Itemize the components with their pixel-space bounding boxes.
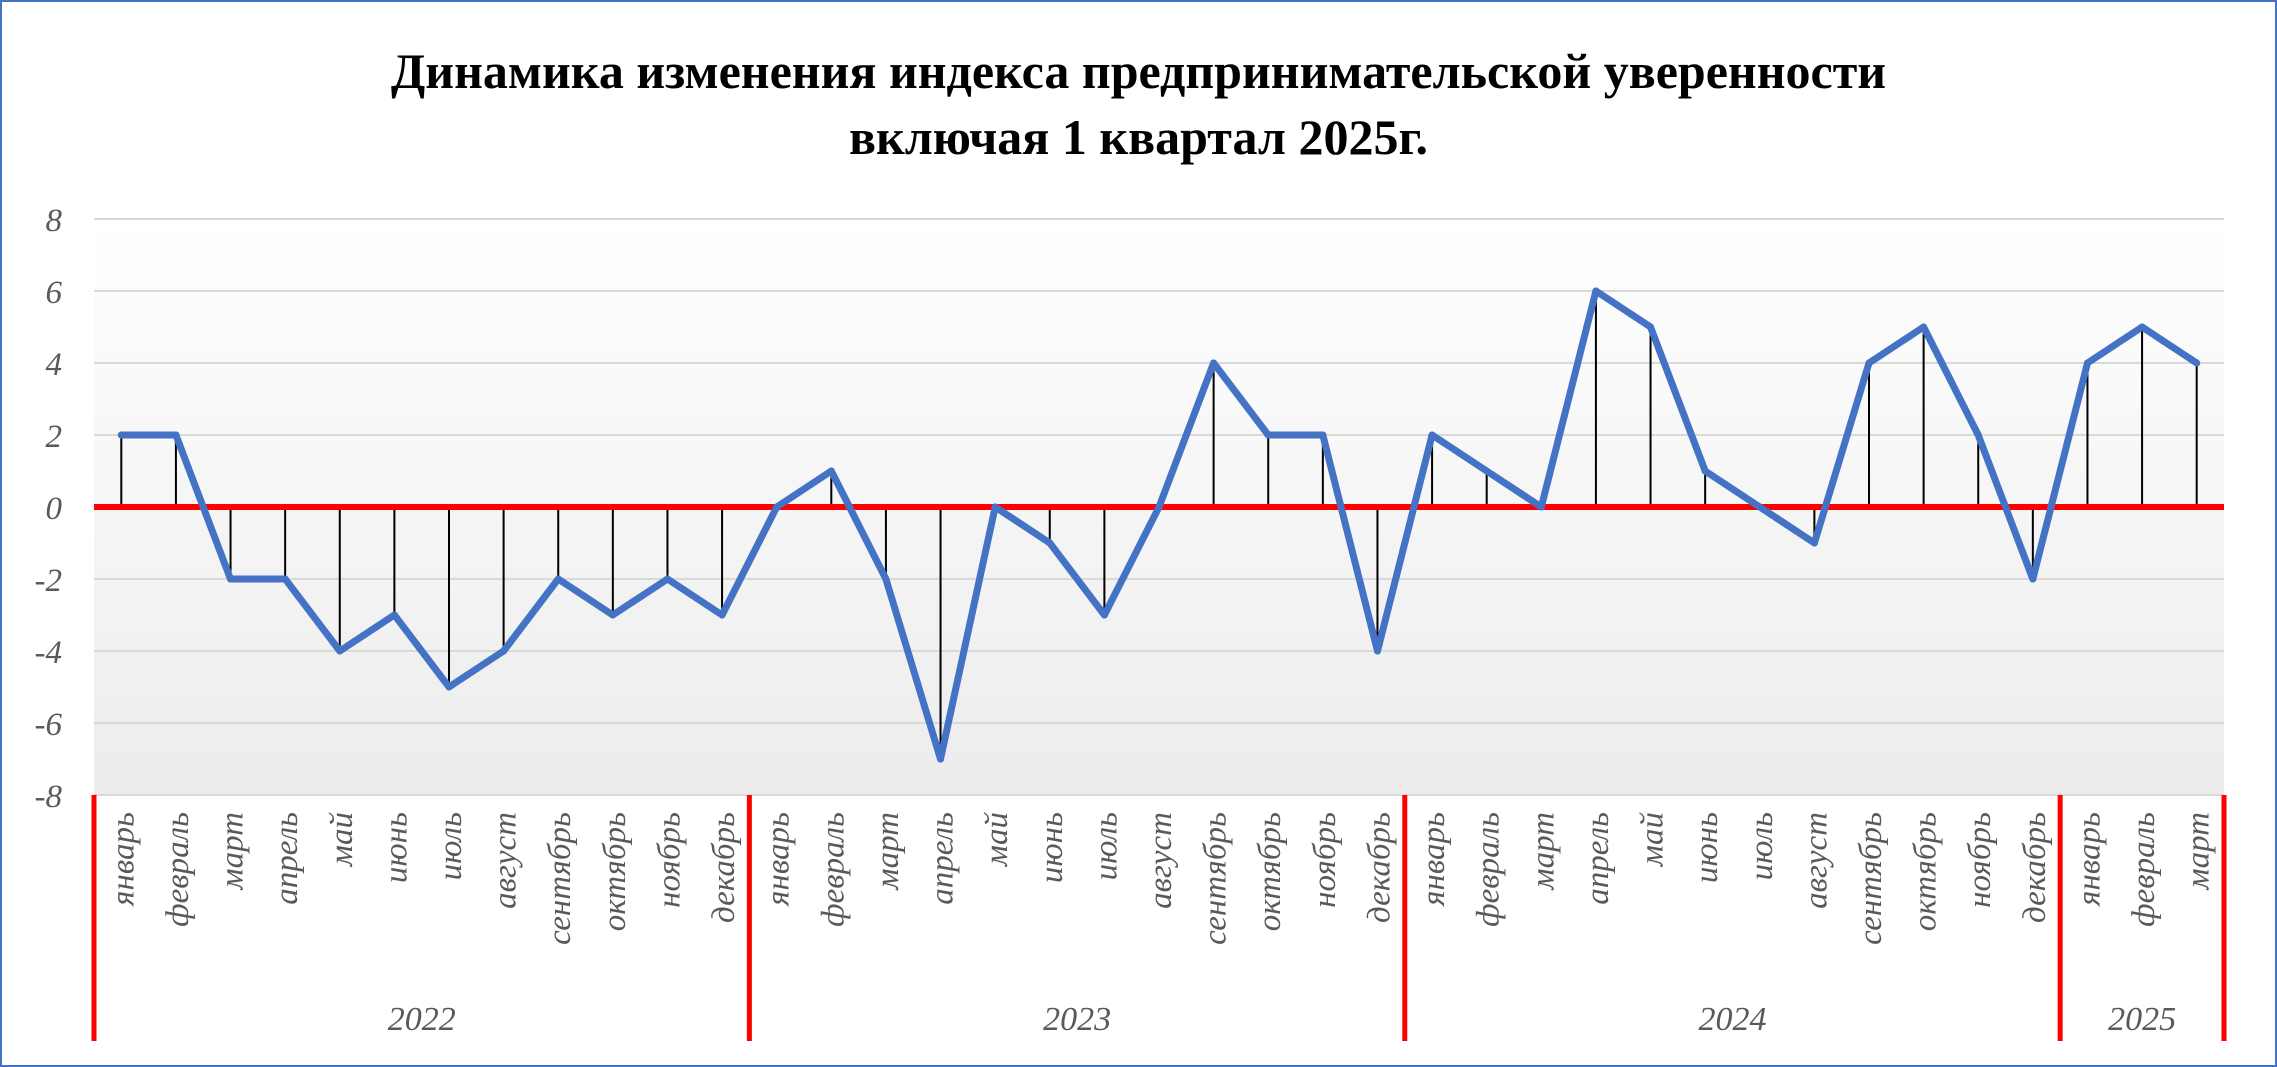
- data-point: [117, 431, 125, 439]
- chart-title-line-1: Динамика изменения индекса предпринимате…: [390, 43, 1887, 99]
- data-point: [1483, 467, 1491, 475]
- year-label: 2023: [1043, 1001, 1111, 1038]
- x-tick-label: январь: [2072, 812, 2108, 907]
- x-tick-label: март: [870, 812, 906, 890]
- y-tick-label: 0: [46, 491, 63, 527]
- data-point: [1100, 611, 1108, 619]
- x-tick-label: июнь: [378, 812, 414, 883]
- data-point: [663, 575, 671, 583]
- data-point: [2138, 323, 2146, 331]
- data-point: [991, 503, 999, 511]
- data-point: [500, 647, 508, 655]
- x-tick-label: март: [1525, 812, 1561, 890]
- x-tick-label: июль: [1088, 812, 1124, 880]
- x-tick-label: июнь: [1034, 812, 1070, 883]
- x-tick-label: декабрь: [706, 812, 742, 923]
- data-point: [1592, 287, 1600, 295]
- data-point: [1756, 503, 1764, 511]
- y-tick-label: 8: [46, 203, 63, 239]
- y-tick-label: -2: [35, 563, 63, 599]
- data-point: [718, 611, 726, 619]
- x-tick-label: июнь: [1689, 812, 1725, 883]
- data-point: [1647, 323, 1655, 331]
- data-point: [1373, 647, 1381, 655]
- data-point: [1264, 431, 1272, 439]
- y-tick-label: -4: [35, 635, 63, 671]
- x-tick-label: октябрь: [1908, 812, 1944, 931]
- data-point: [1865, 359, 1873, 367]
- data-point: [1155, 503, 1163, 511]
- data-point: [336, 647, 344, 655]
- data-point: [1537, 503, 1545, 511]
- x-tick-label: январь: [1416, 812, 1452, 907]
- x-tick-label: декабрь: [1362, 812, 1398, 923]
- data-point: [227, 575, 235, 583]
- x-tick-label: октябрь: [1252, 812, 1288, 931]
- x-tick-label: август: [488, 812, 524, 909]
- data-point: [281, 575, 289, 583]
- data-point: [1920, 323, 1928, 331]
- data-point: [1428, 431, 1436, 439]
- x-tick-label: январь: [761, 812, 797, 907]
- chart-title: Динамика изменения индекса предпринимате…: [0, 38, 2277, 170]
- y-tick-label: 4: [46, 347, 63, 383]
- data-point: [882, 575, 890, 583]
- x-tick-label: февраль: [815, 812, 851, 927]
- x-tick-label: август: [1798, 812, 1834, 909]
- x-tick-label: ноябрь: [652, 812, 688, 908]
- data-point: [554, 575, 562, 583]
- x-tick-label: февраль: [2126, 812, 2162, 927]
- data-point: [390, 611, 398, 619]
- data-point: [1701, 467, 1709, 475]
- data-point: [2083, 359, 2091, 367]
- x-tick-label: июль: [433, 812, 469, 880]
- x-tick-label: январь: [105, 812, 141, 907]
- y-tick-label: -6: [35, 707, 63, 743]
- data-point: [827, 467, 835, 475]
- x-tick-label: февраль: [160, 812, 196, 927]
- x-tick-label: октябрь: [597, 812, 633, 931]
- data-point: [2029, 575, 2037, 583]
- x-tick-label: апрель: [269, 812, 305, 905]
- data-point: [773, 503, 781, 511]
- x-tick-label: март: [215, 812, 251, 890]
- x-tick-label: февраль: [1471, 812, 1507, 927]
- y-tick-label: 2: [46, 419, 63, 455]
- data-point: [1810, 539, 1818, 547]
- y-tick-label: -8: [35, 779, 63, 815]
- data-point: [609, 611, 617, 619]
- data-point: [172, 431, 180, 439]
- x-tick-label: ноябрь: [1962, 812, 1998, 908]
- x-tick-label: май: [324, 812, 360, 868]
- data-point: [937, 755, 945, 763]
- data-point: [1210, 359, 1218, 367]
- x-tick-label: март: [2181, 812, 2217, 890]
- year-label: 2024: [1698, 1001, 1766, 1038]
- y-tick-label: 6: [46, 275, 63, 311]
- x-tick-label: сентябрь: [1853, 812, 1889, 945]
- year-label: 2022: [388, 1001, 456, 1038]
- data-point: [1046, 539, 1054, 547]
- x-tick-label: апрель: [925, 812, 961, 905]
- data-point: [1974, 431, 1982, 439]
- chart-title-line-2: включая 1 квартал 2025г.: [848, 109, 1429, 165]
- x-tick-label: ноябрь: [1307, 812, 1343, 908]
- x-tick-label: сентябрь: [542, 812, 578, 945]
- x-tick-label: август: [1143, 812, 1179, 909]
- data-point: [1319, 431, 1327, 439]
- x-tick-label: апрель: [1580, 812, 1616, 905]
- data-point: [2193, 359, 2201, 367]
- x-tick-label: декабрь: [2017, 812, 2053, 923]
- x-tick-label: май: [1635, 812, 1671, 868]
- x-tick-label: июль: [1744, 812, 1780, 880]
- data-point: [445, 683, 453, 691]
- x-tick-label: май: [979, 812, 1015, 868]
- x-tick-label: сентябрь: [1198, 812, 1234, 945]
- year-label: 2025: [2108, 1001, 2176, 1038]
